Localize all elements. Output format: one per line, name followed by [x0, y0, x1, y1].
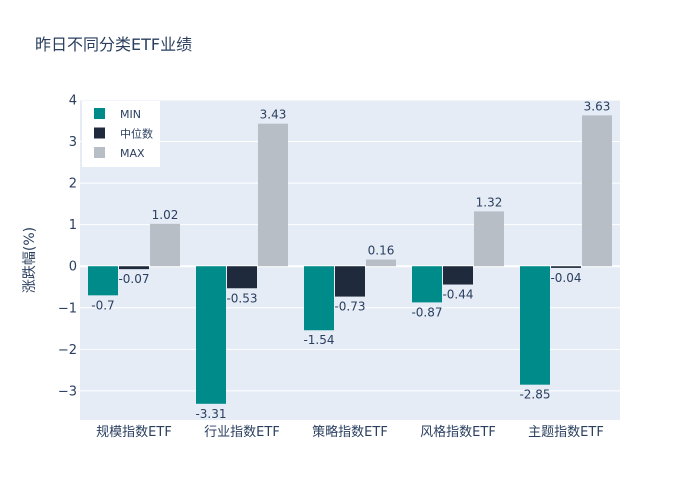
- chart-title: 昨日不同分类ETF业绩: [35, 35, 192, 54]
- bar-MIN-策略指数ETF[interactable]: [304, 266, 334, 331]
- data-label: -0.7: [91, 298, 114, 312]
- y-tick-label: 1: [69, 218, 77, 233]
- bar-MIN-规模指数ETF[interactable]: [88, 266, 118, 296]
- x-tick-label: 风格指数ETF: [420, 424, 496, 440]
- legend[interactable]: MIN 中位数 MAX: [82, 101, 160, 167]
- bar-中位数-策略指数ETF[interactable]: [335, 266, 365, 297]
- data-label: 3.43: [260, 108, 287, 122]
- bar-中位数-规模指数ETF[interactable]: [119, 266, 149, 270]
- legend-swatch-MIN[interactable]: [94, 108, 105, 119]
- legend-label[interactable]: MIN: [120, 108, 141, 121]
- data-label: -0.07: [118, 272, 149, 286]
- data-label: -0.73: [334, 300, 365, 314]
- data-label: -1.54: [303, 333, 334, 347]
- bar-MAX-行业指数ETF[interactable]: [258, 123, 288, 267]
- y-tick-label: 2: [69, 177, 77, 192]
- data-label: -0.04: [550, 271, 581, 285]
- data-label: -2.85: [519, 388, 550, 402]
- legend-label[interactable]: 中位数: [120, 127, 153, 141]
- data-label: 1.32: [476, 195, 503, 209]
- y-tick-label: 0: [69, 260, 77, 275]
- data-label: -0.44: [442, 288, 473, 302]
- data-labels-group: -0.7 -0.07 1.02 -3.31 -0.53 3.43 -1.54 -0.73 0.1…: [91, 99, 610, 420]
- x-axis-ticks: 规模指数ETF 行业指数ETF 策略指数ETF 风格指数ETF 主题指数ETF: [96, 424, 604, 440]
- data-label: -3.31: [195, 407, 226, 421]
- x-tick-label: 规模指数ETF: [96, 425, 172, 440]
- bar-中位数-主题指数ETF[interactable]: [551, 266, 581, 268]
- legend-swatch-MAX[interactable]: [94, 147, 105, 158]
- x-tick-label: 主题指数ETF: [528, 425, 604, 440]
- legend-swatch-中位数[interactable]: [94, 127, 105, 139]
- y-tick-label: −3: [58, 384, 77, 399]
- data-label: 1.02: [152, 208, 179, 222]
- y-axis-ticks: 4 3 2 1 0 −1 −2 −3: [58, 94, 77, 400]
- y-tick-label: 4: [69, 94, 77, 109]
- bar-MAX-规模指数ETF[interactable]: [150, 223, 180, 267]
- bar-中位数-风格指数ETF[interactable]: [443, 266, 473, 285]
- bar-中位数-行业指数ETF[interactable]: [227, 266, 257, 289]
- bar-MAX-风格指数ETF[interactable]: [474, 211, 504, 267]
- bar-MIN-风格指数ETF[interactable]: [412, 266, 442, 303]
- bars-group: [88, 115, 612, 404]
- x-tick-label: 行业指数ETF: [204, 425, 280, 440]
- data-label: -0.53: [226, 291, 257, 305]
- y-tick-label: −2: [58, 343, 77, 358]
- data-label: -0.87: [411, 305, 442, 319]
- y-axis-label: 涨跌幅(%): [22, 227, 38, 293]
- y-tick-label: 3: [69, 135, 77, 150]
- data-label: 0.16: [368, 244, 395, 258]
- data-label: 3.63: [584, 99, 611, 113]
- x-tick-label: 策略指数ETF: [312, 424, 388, 440]
- bar-MIN-行业指数ETF[interactable]: [196, 266, 226, 404]
- bar-MAX-策略指数ETF[interactable]: [366, 259, 396, 267]
- y-tick-label: −1: [58, 301, 77, 316]
- bar-MAX-主题指数ETF[interactable]: [582, 115, 612, 267]
- legend-label[interactable]: MAX: [120, 147, 145, 160]
- bar-MIN-主题指数ETF[interactable]: [520, 266, 550, 385]
